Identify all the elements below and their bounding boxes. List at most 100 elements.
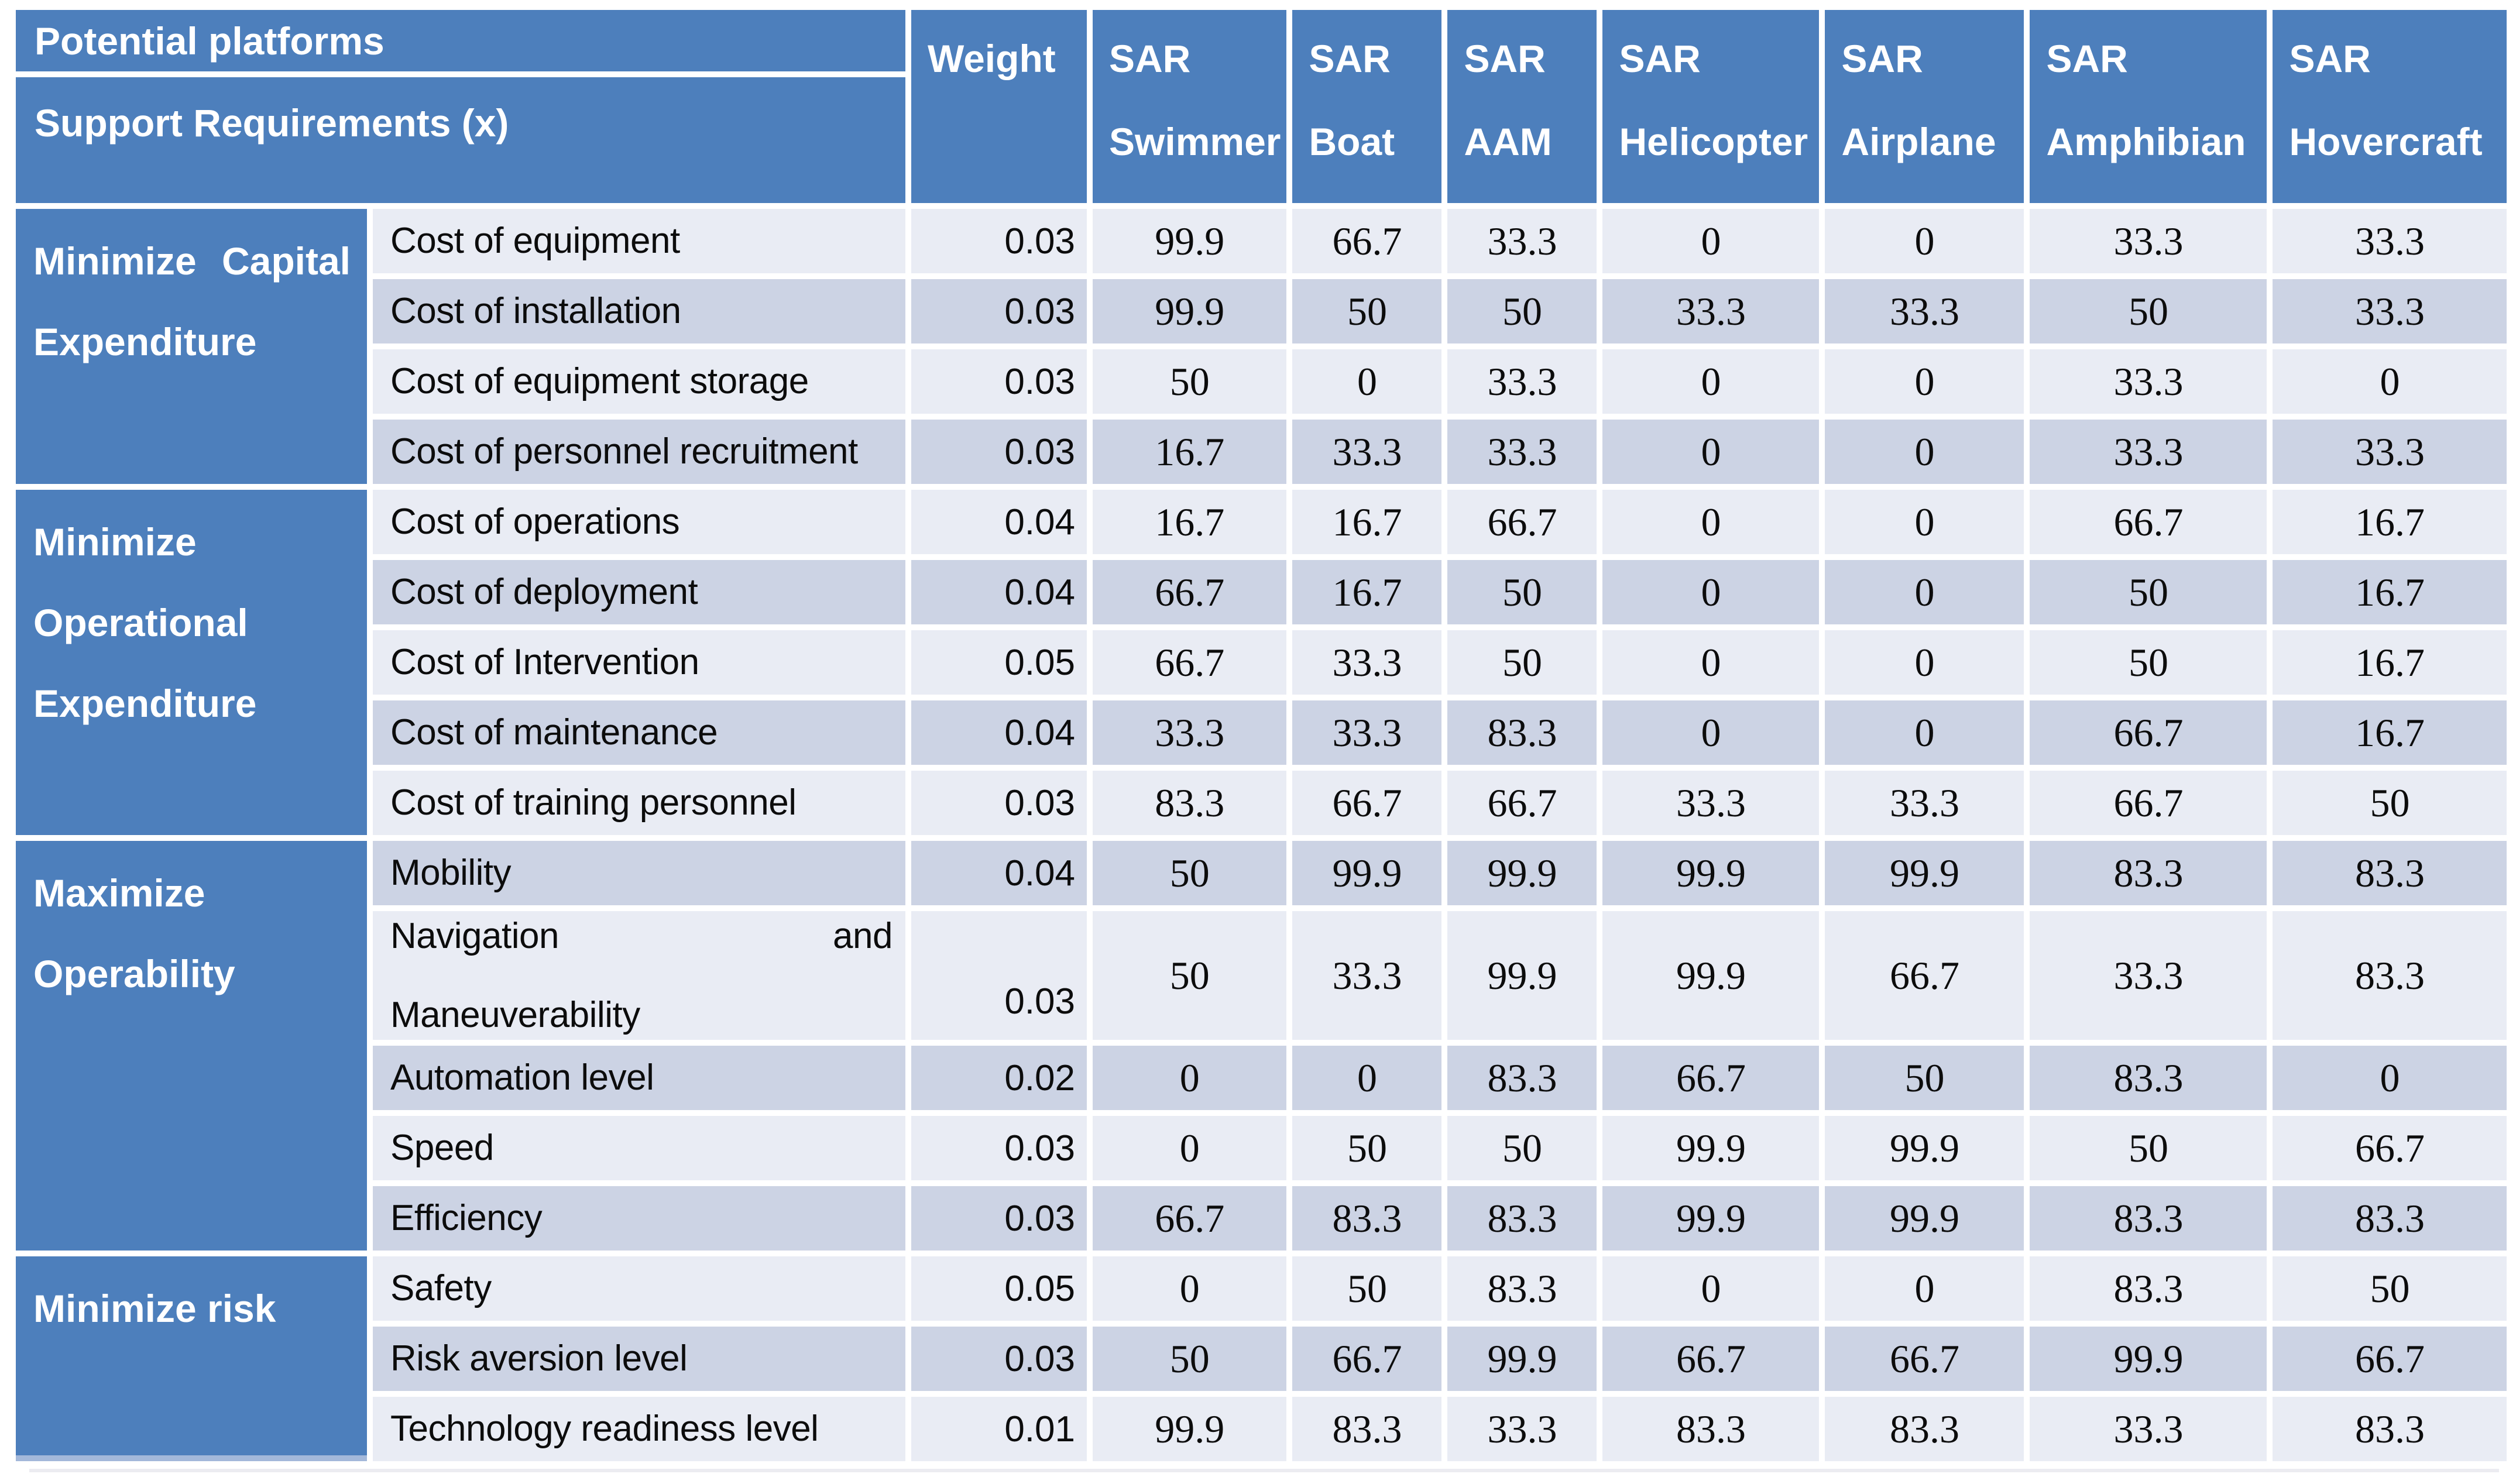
value-cell: 83.3 xyxy=(2273,1186,2507,1251)
value-cell: 16.7 xyxy=(1093,420,1287,484)
requirement-cell: Automation level xyxy=(373,1046,905,1110)
value-cell: 33.3 xyxy=(1602,771,1820,835)
requirement-cell: Cost of operations xyxy=(373,490,905,554)
value-cell: 99.9 xyxy=(1093,209,1287,273)
text-line: Cost of deployment xyxy=(390,572,698,613)
requirement-cell: Cost of Intervention xyxy=(373,630,905,695)
text-line: Cost of personnel recruitment xyxy=(390,431,858,472)
value-cell: 33.3 xyxy=(2273,279,2507,343)
header-platform-amphibian: SAR Amphibian xyxy=(2030,10,2267,203)
requirement-cell: Cost of training personnel xyxy=(373,771,905,835)
value-cell: 50 xyxy=(1447,279,1597,343)
header-weight: Weight xyxy=(911,10,1087,203)
text-line: Maneuverability xyxy=(390,995,640,1035)
value-cell: 99.9 xyxy=(1447,911,1597,1040)
value-cell: 0 xyxy=(1602,630,1820,695)
requirement-cell: Efficiency xyxy=(373,1186,905,1251)
value-cell: 99.9 xyxy=(1093,279,1287,343)
requirement-cell: Risk aversion level xyxy=(373,1327,905,1391)
value-cell: 16.7 xyxy=(1292,560,1442,624)
value-cell: 50 xyxy=(2030,630,2267,695)
value-cell: 0 xyxy=(1602,209,1820,273)
text-line: Navigation and xyxy=(390,915,893,956)
value-cell: 0 xyxy=(1825,490,2024,554)
value-cell: 66.7 xyxy=(1292,1327,1442,1391)
weight-cell: 0.04 xyxy=(911,841,1087,905)
weight-cell: 0.04 xyxy=(911,490,1087,554)
value-cell: 50 xyxy=(1093,911,1287,1040)
value-cell: 99.9 xyxy=(1825,841,2024,905)
value-cell: 33.3 xyxy=(2273,420,2507,484)
group-cell-minimize-capital-expenditure: Minimize Capital Expenditure xyxy=(16,209,367,484)
value-cell: 16.7 xyxy=(2273,700,2507,765)
value-cell: 83.3 xyxy=(1825,1397,2024,1461)
value-cell: 83.3 xyxy=(1292,1397,1442,1461)
value-cell: 66.7 xyxy=(1447,490,1597,554)
value-cell: 16.7 xyxy=(1292,490,1442,554)
value-cell: 83.3 xyxy=(2273,1397,2507,1461)
requirement-cell: Safety xyxy=(373,1256,905,1321)
header-platform-boat: SAR Boat xyxy=(1292,10,1442,203)
platform-name: Hovercraft xyxy=(2289,119,2483,163)
decision-matrix-table: Potential platforms Weight SAR Swimmer SAR… xyxy=(10,4,2512,1467)
value-cell: 33.3 xyxy=(1602,279,1820,343)
platform-name: Helicopter xyxy=(1619,119,1808,163)
value-cell: 33.3 xyxy=(2273,209,2507,273)
requirement-cell: Cost of equipment storage xyxy=(373,349,905,414)
table-row: Cost of training personnel 0.03 83.3 66.7 66… xyxy=(16,771,2507,835)
header-potential-platforms: Potential platforms xyxy=(16,10,905,71)
table-row: Cost of personnel recruitment 0.03 16.7 33.… xyxy=(16,420,2507,484)
value-cell: 50 xyxy=(1447,560,1597,624)
weight-cell: 0.03 xyxy=(911,1186,1087,1251)
text-line: Efficiency xyxy=(390,1198,543,1239)
table-row: Efficiency 0.03 66.7 83.3 83.3 99.9 99.9 83.3 83… xyxy=(16,1186,2507,1251)
text-line: Cost of equipment xyxy=(390,221,680,262)
value-cell: 33.3 xyxy=(2030,1397,2267,1461)
value-cell: 50 xyxy=(2273,1256,2507,1321)
header-platform-airplane: SAR Airplane xyxy=(1825,10,2024,203)
value-cell: 33.3 xyxy=(1292,700,1442,765)
requirement-cell: Cost of maintenance xyxy=(373,700,905,765)
weight-cell: 0.03 xyxy=(911,911,1087,1040)
value-cell: 99.9 xyxy=(2030,1327,2267,1391)
text-line: Automation level xyxy=(390,1057,654,1098)
value-cell: 50 xyxy=(1292,1116,1442,1180)
value-cell: 33.3 xyxy=(1447,1397,1597,1461)
header-platform-helicopter: SAR Helicopter xyxy=(1602,10,1820,203)
header-row-top: Potential platforms Weight SAR Swimmer SAR… xyxy=(16,10,2507,203)
platform-prefix: SAR xyxy=(1464,37,1546,80)
table-row: Minimize Capital Expenditure Cost of equipm… xyxy=(16,209,2507,484)
weight-cell: 0.04 xyxy=(911,560,1087,624)
text-line: Mobility xyxy=(390,853,512,894)
value-cell: 33.3 xyxy=(1292,420,1442,484)
value-cell: 99.9 xyxy=(1602,911,1820,1040)
value-cell: 99.9 xyxy=(1602,841,1820,905)
text-line: Minimize Capital xyxy=(33,239,351,283)
value-cell: 0 xyxy=(1292,349,1442,414)
value-cell: 99.9 xyxy=(1093,1397,1287,1461)
value-cell: 0 xyxy=(1602,420,1820,484)
platform-name: AAM xyxy=(1464,119,1552,163)
text-line: Speed xyxy=(390,1128,494,1169)
value-cell: 0 xyxy=(1602,1256,1820,1321)
value-cell: 99.9 xyxy=(1825,1116,2024,1180)
value-cell: 66.7 xyxy=(1292,771,1442,835)
value-cell: 50 xyxy=(1447,630,1597,695)
value-cell: 66.7 xyxy=(1602,1046,1820,1110)
table-row: Cost of maintenance 0.04 33.3 33.3 83.3 0 0 66.… xyxy=(16,700,2507,765)
value-cell: 83.3 xyxy=(2030,1046,2267,1110)
value-cell: 0 xyxy=(2273,1046,2507,1110)
group-cell-minimize-operational-expenditure: Minimize Operational Expenditure xyxy=(16,490,367,835)
requirement-cell: Speed xyxy=(373,1116,905,1180)
text-line: Expenditure xyxy=(33,681,257,725)
value-cell: 33.3 xyxy=(2030,209,2267,273)
value-cell: 0 xyxy=(1825,1256,2024,1321)
value-cell: 0 xyxy=(1292,1046,1442,1110)
text-line: Cost of equipment storage xyxy=(390,361,809,402)
platform-prefix: SAR xyxy=(2289,37,2371,80)
value-cell: 50 xyxy=(1093,841,1287,905)
value-cell: 83.3 xyxy=(2030,1186,2267,1251)
weight-cell: 0.03 xyxy=(911,1116,1087,1180)
weight-cell: 0.04 xyxy=(911,700,1087,765)
text-line: Operational xyxy=(33,600,248,644)
